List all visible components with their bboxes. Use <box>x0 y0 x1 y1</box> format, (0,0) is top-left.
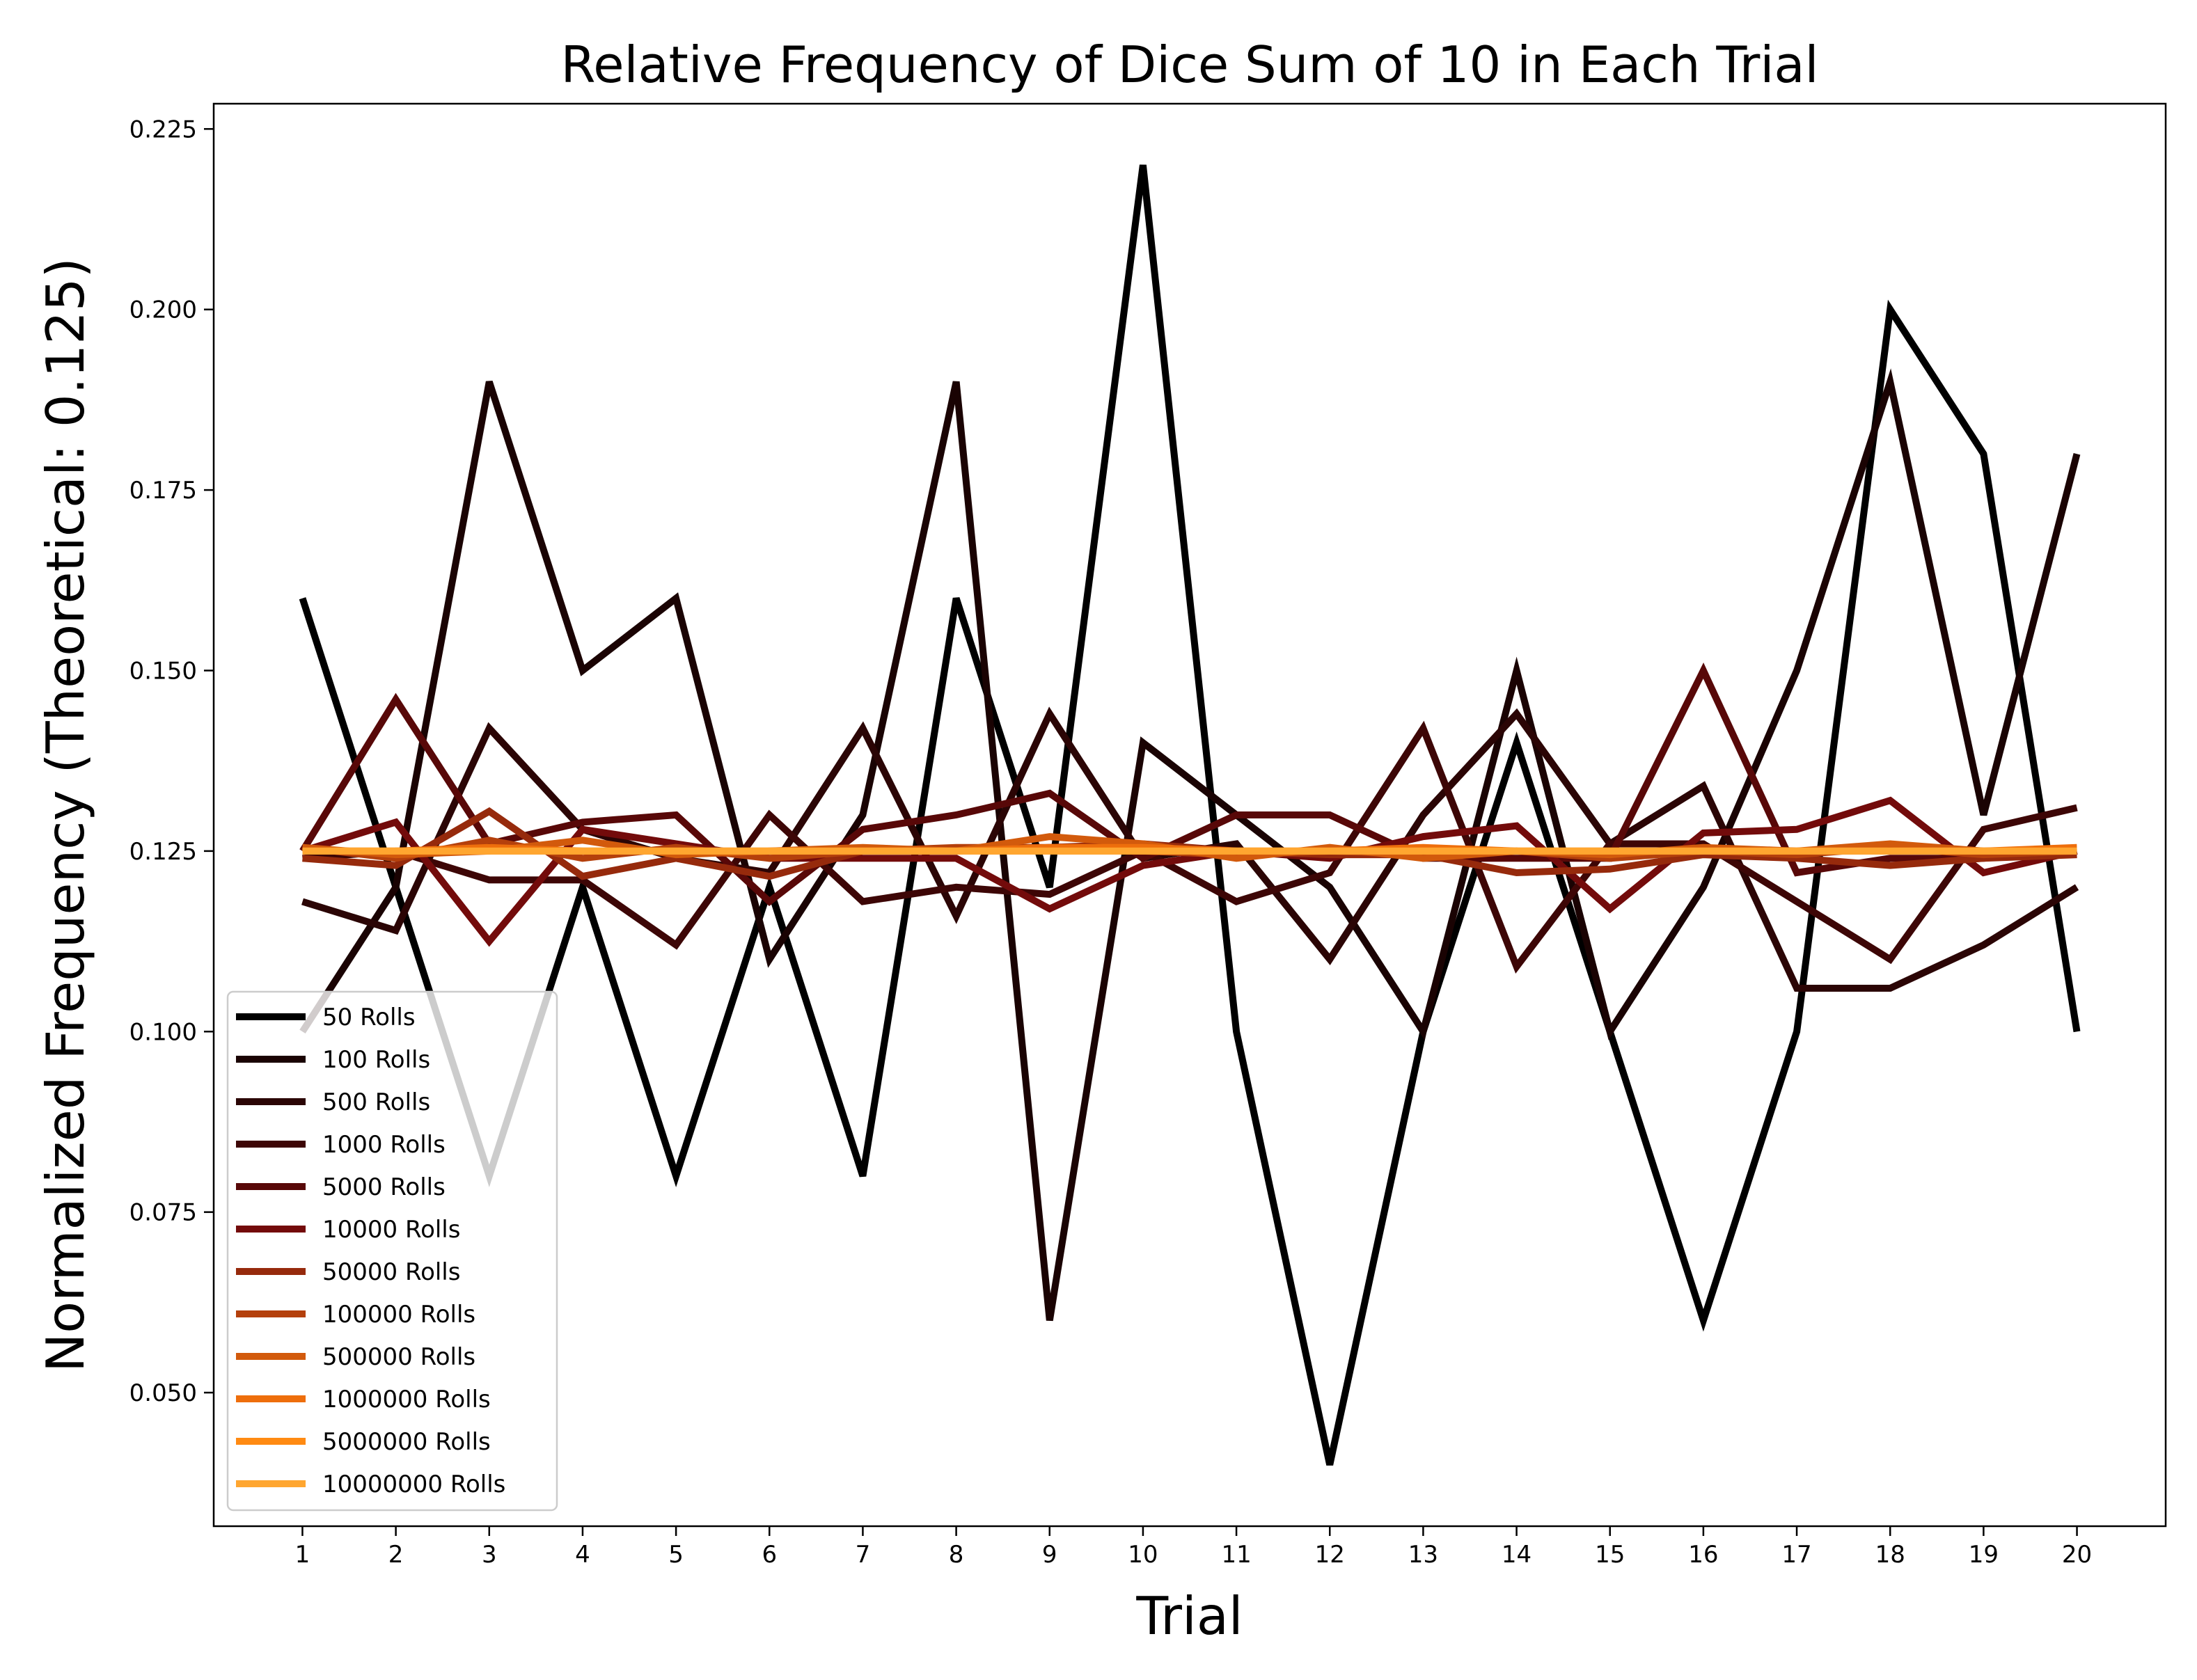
legend-label-12: 10000000 Rolls <box>322 1471 505 1498</box>
y-tick-label: 0.125 <box>129 838 197 866</box>
legend-label-6: 10000 Rolls <box>322 1216 460 1244</box>
y-axis-ticks: 0.050 0.075 0.100 0.125 0.150 0.175 0.200 0.225 <box>129 116 214 1407</box>
legend-label-4: 1000 Rolls <box>322 1131 446 1159</box>
legend-label-1: 50 Rolls <box>322 1004 416 1031</box>
series-line-5 <box>299 662 2077 907</box>
legend: 50 Rolls 100 Rolls 500 Rolls 1000 Rolls 5000… <box>226 990 558 1512</box>
legend-label-3: 500 Rolls <box>322 1088 430 1116</box>
series-line-6 <box>301 796 2078 947</box>
legend-label-7: 50000 Rolls <box>322 1258 460 1286</box>
legend-label-9: 500000 Rolls <box>322 1343 475 1371</box>
plot-area-frame <box>212 102 2167 1528</box>
x-tick-label: 12 <box>1315 1541 1345 1569</box>
y-tick-label: 0.050 <box>129 1379 197 1407</box>
y-tick-label: 0.200 <box>129 296 197 324</box>
legend-label-10: 1000000 Rolls <box>322 1386 491 1413</box>
x-tick-label: 2 <box>388 1541 404 1569</box>
legend-label-11: 5000000 Rolls <box>322 1428 491 1456</box>
series-line-4 <box>302 720 2078 974</box>
legend-label-2: 100 Rolls <box>322 1046 430 1074</box>
x-axis-ticks: 1 2 3 4 5 6 7 8 9 10 11 12 13 14 15 16 17 18 19 20 <box>295 1526 2092 1569</box>
series-line-1 <box>299 164 2081 1466</box>
x-tick-label: 6 <box>762 1541 777 1569</box>
x-tick-label: 10 <box>1128 1541 1158 1569</box>
x-tick-label: 9 <box>1042 1541 1057 1569</box>
y-tick-label: 0.225 <box>129 116 197 143</box>
x-tick-label: 16 <box>1688 1541 1718 1569</box>
legend-label-5: 5000 Rolls <box>322 1173 446 1201</box>
x-tick-label: 17 <box>1781 1541 1811 1569</box>
y-axis-label: Normalized Frequency (Theoretical: 0.125… <box>35 257 96 1372</box>
x-tick-label: 4 <box>575 1541 590 1569</box>
x-tick-label: 15 <box>1595 1541 1625 1569</box>
x-tick-label: 3 <box>482 1541 497 1569</box>
x-tick-label: 5 <box>668 1541 684 1569</box>
x-tick-label: 20 <box>2062 1541 2092 1569</box>
x-tick-label: 13 <box>1408 1541 1438 1569</box>
chart-title: Relative Frequency of Dice Sum of 10 in … <box>560 35 1818 94</box>
x-tick-label: 19 <box>1969 1541 1999 1569</box>
x-axis-label: Trial <box>1135 1585 1243 1647</box>
legend-box <box>226 990 558 1512</box>
series-line-2 <box>299 368 2081 1322</box>
y-tick-label: 0.075 <box>129 1199 197 1227</box>
y-tick-label: 0.150 <box>129 657 197 685</box>
x-tick-label: 14 <box>1502 1541 1531 1569</box>
x-tick-label: 18 <box>1875 1541 1905 1569</box>
legend-label-8: 100000 Rolls <box>322 1301 475 1329</box>
plot-lines <box>299 164 2081 1466</box>
x-tick-label: 8 <box>949 1541 964 1569</box>
x-tick-label: 1 <box>295 1541 310 1569</box>
x-tick-label: 7 <box>856 1541 871 1569</box>
y-tick-label: 0.100 <box>129 1018 197 1046</box>
y-tick-label: 0.175 <box>129 477 197 505</box>
x-tick-label: 11 <box>1221 1541 1251 1569</box>
